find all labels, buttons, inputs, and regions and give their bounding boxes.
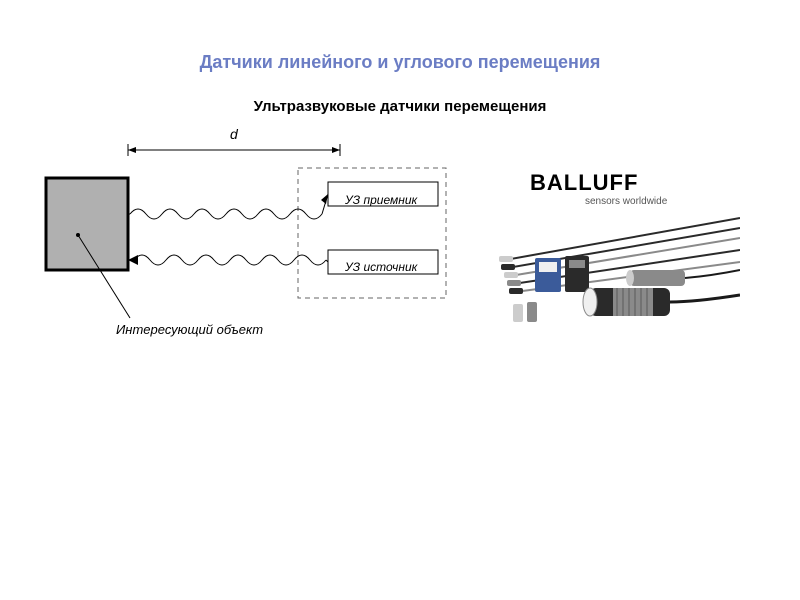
page-subtitle: Ультразвуковые датчики перемещения (0, 98, 800, 115)
brand-name: BALLUFF (530, 170, 638, 196)
source-label: УЗ источник (345, 260, 417, 274)
diagram-svg (38, 120, 458, 350)
object-label: Интересующий объект (116, 322, 263, 337)
brand-tagline: sensors worldwide (585, 196, 667, 207)
ultrasonic-diagram (38, 120, 458, 350)
sensor-products-illustration (495, 210, 740, 340)
dimension-label: d (230, 126, 238, 142)
receiver-label: УЗ приемник (345, 193, 417, 207)
page-title: Датчики линейного и углового перемещения (0, 52, 800, 73)
